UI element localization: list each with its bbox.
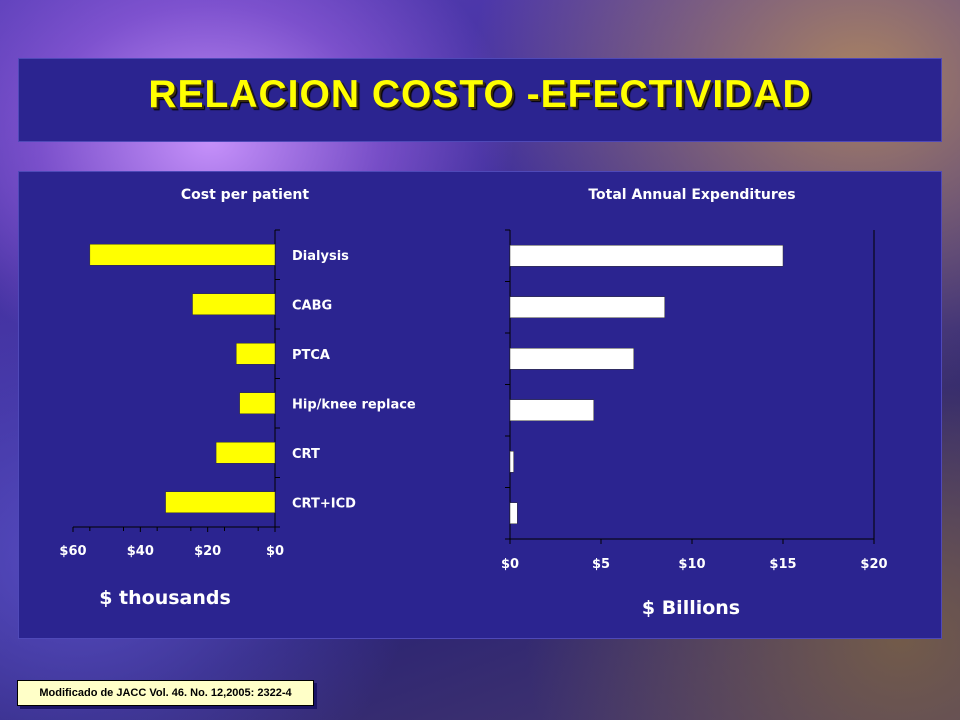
right-bar	[509, 296, 665, 318]
left-x-tick-label: $20	[194, 544, 221, 559]
left-bar	[89, 244, 276, 266]
left-x-tick-label: $40	[127, 544, 154, 559]
category-label: CABG	[292, 298, 332, 313]
right-x-tick-label: $0	[501, 557, 519, 572]
left-bar	[239, 392, 276, 414]
left-bar	[236, 343, 276, 365]
right-x-tick-label: $10	[678, 557, 705, 572]
right-x-axis-label: $ Billions	[642, 597, 740, 619]
right-bar	[509, 245, 784, 267]
left-x-axis-label: $ thousands	[99, 587, 231, 609]
right-x-tick-label: $5	[592, 557, 610, 572]
left-x-tick-label: $0	[266, 544, 284, 559]
left-bar	[165, 491, 276, 513]
title-panel: RELACION COSTO -EFECTIVIDAD	[18, 58, 942, 142]
right-bar	[509, 348, 635, 370]
left-chart-title: Cost per patient	[181, 187, 310, 203]
category-label: Dialysis	[292, 249, 349, 264]
chart-panel: Cost per patient Dialysis CABG PTCA Hip/knee…	[18, 171, 942, 639]
right-chart-title: Total Annual Expenditures	[588, 187, 795, 203]
charts-svg: Cost per patient Dialysis CABG PTCA Hip/knee…	[59, 187, 887, 619]
right-x-tick-label: $20	[860, 557, 887, 572]
right-bar	[509, 502, 518, 524]
left-bar	[192, 293, 276, 315]
source-footnote: Modificado de JACC Vol. 46. No. 12,2005:…	[17, 680, 314, 706]
left-bar	[215, 442, 276, 464]
category-label: CRT+ICD	[292, 496, 356, 511]
left-x-tick-label: $60	[59, 544, 86, 559]
right-bar	[509, 451, 514, 473]
slide-title: RELACION COSTO -EFECTIVIDAD	[148, 73, 812, 116]
right-x-tick-label: $15	[769, 557, 796, 572]
category-label: PTCA	[292, 348, 330, 363]
category-label: CRT	[292, 447, 320, 462]
right-bar	[509, 399, 594, 421]
category-label: Hip/knee replace	[292, 397, 416, 412]
